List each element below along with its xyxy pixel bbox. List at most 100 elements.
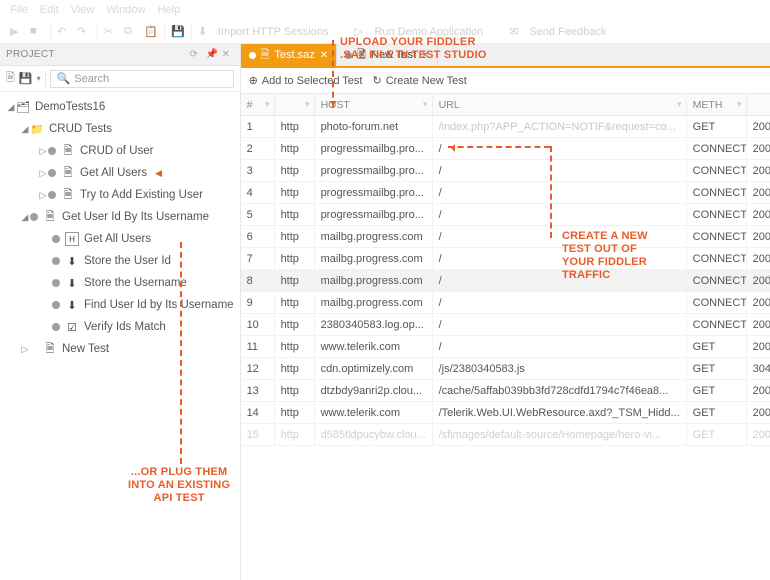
create-icon: ↻	[372, 74, 381, 87]
cell-proto: http	[275, 424, 315, 445]
table-row[interactable]: 14httpwww.telerik.com/Telerik.Web.UI.Web…	[241, 402, 770, 424]
table-row[interactable]: 7httpmailbg.progress.com/CONNECT2000 ms	[241, 248, 770, 270]
run-demo-button[interactable]: Run Demo Application	[374, 26, 483, 38]
tab-test-saz[interactable]: 🗎 Test.saz ✕	[241, 44, 338, 66]
filter-icon[interactable]: ▾	[423, 99, 428, 110]
tree-folder-getuserid[interactable]: ◢ 🗎 Get User Id By Its Username	[0, 206, 240, 228]
tab-close-icon[interactable]: ✕	[421, 50, 429, 61]
table-row[interactable]: 10http2380340583.log.op.../CONNECT2000 m…	[241, 314, 770, 336]
table-row[interactable]: 5httpprogressmailbg.pro.../CONNECT2000 m…	[241, 204, 770, 226]
store-icon: ⬇	[65, 254, 79, 268]
tab-close-icon[interactable]: ✕	[320, 50, 328, 61]
col-method[interactable]: METH▾	[687, 94, 747, 115]
pin-icon[interactable]: 📌	[206, 49, 218, 61]
dropdown-icon[interactable]: ▾	[37, 74, 41, 83]
cell-url: /index.php?APP_ACTION=NOTIF&request=co..…	[433, 116, 687, 137]
table-row[interactable]: 15httpd585tldpucybw.clou.../sfimages/def…	[241, 424, 770, 446]
copy-icon[interactable]: ⧉	[124, 25, 138, 39]
tree-step[interactable]: ⬇ Store the Username	[0, 272, 240, 294]
table-row[interactable]: 8httpmailbg.progress.com/CONNECT2000 ms	[241, 270, 770, 292]
cell-method: GET	[687, 380, 747, 401]
table-row[interactable]: 13httpdtzbdy9anri2p.clou.../cache/5affab…	[241, 380, 770, 402]
menu-window[interactable]: Window	[106, 4, 145, 16]
tab-label: Test.saz	[274, 49, 314, 61]
cell-method: CONNECT	[687, 160, 747, 181]
send-feedback-button[interactable]: Send Feedback	[529, 26, 606, 38]
grid-body[interactable]: 1httpphoto-forum.net/index.php?APP_ACTIO…	[241, 116, 770, 580]
editor-area: 🗎 Test.saz ✕ 🗎 New Test ✕ ⊕ Add to Selec…	[241, 44, 770, 580]
tab-new-test[interactable]: 🗎 New Test ✕	[337, 44, 438, 66]
cell-proto: http	[275, 314, 315, 335]
tree-item-newtest[interactable]: ▷ 🗎 New Test	[0, 338, 240, 360]
menu-file[interactable]: File	[10, 4, 28, 16]
table-row[interactable]: 4httpprogressmailbg.pro.../CONNECT2000 m…	[241, 182, 770, 204]
save-project-icon[interactable]: 💾	[19, 72, 33, 85]
table-row[interactable]: 3httpprogressmailbg.pro.../CONNECT2000 m…	[241, 160, 770, 182]
tree-step[interactable]: ☑ Verify Ids Match	[0, 316, 240, 338]
col-status[interactable]: ▾	[747, 94, 770, 115]
col-proto[interactable]: ▾	[275, 94, 315, 115]
cut-icon[interactable]: ✂	[104, 25, 118, 39]
tree-item-label: New Test	[62, 343, 109, 355]
demo-icon[interactable]: ▷	[354, 25, 368, 39]
table-row[interactable]: 9httpmailbg.progress.com/CONNECT2000 ms	[241, 292, 770, 314]
filter-icon[interactable]: ▾	[265, 99, 270, 110]
refresh-icon[interactable]: ⟳	[190, 49, 202, 61]
tree-item[interactable]: ▷ 🗎 CRUD of User	[0, 140, 240, 162]
filter-icon[interactable]: ▾	[677, 99, 682, 110]
tab-label: New Test	[371, 49, 416, 61]
cell-host: progressmailbg.pro...	[315, 182, 433, 203]
tree-item-get-all-users[interactable]: ▷ 🗎 Get All Users ◀	[0, 162, 240, 184]
col-host[interactable]: HOST▾	[315, 94, 433, 115]
menu-edit[interactable]: Edit	[40, 4, 59, 16]
tree-root[interactable]: ◢ 🗂 DemoTests16	[0, 96, 240, 118]
import-icon[interactable]: ⬇	[198, 25, 212, 39]
cell-method: GET	[687, 358, 747, 379]
cell-url: /Telerik.Web.UI.WebResource.axd?_TSM_Hid…	[433, 402, 687, 423]
feedback-icon[interactable]: ✉	[509, 25, 523, 39]
save-icon[interactable]: 💾	[171, 25, 185, 39]
tree-step[interactable]: H Get All Users	[0, 228, 240, 250]
tree-item[interactable]: ▷ 🗎 Try to Add Existing User	[0, 184, 240, 206]
table-row[interactable]: 2httpprogressmailbg.pro.../CONNECT2000 m…	[241, 138, 770, 160]
tree-step[interactable]: ⬇ Find User Id by Its Username	[0, 294, 240, 316]
cell-method: GET	[687, 424, 747, 445]
create-new-test-button[interactable]: ↻ Create New Test	[372, 74, 466, 87]
table-row[interactable]: 12httpcdn.optimizely.com/js/2380340583.j…	[241, 358, 770, 380]
cell-method: CONNECT	[687, 182, 747, 203]
cell-host: 2380340583.log.op...	[315, 314, 433, 335]
table-row[interactable]: 6httpmailbg.progress.com/CONNECT2000 ms	[241, 226, 770, 248]
cell-status: 200	[747, 314, 770, 335]
search-input[interactable]: 🔍 Search	[50, 70, 234, 88]
close-icon[interactable]: ✕	[222, 49, 234, 61]
menu-help[interactable]: Help	[157, 4, 180, 16]
cell-status: 200	[747, 270, 770, 291]
table-row[interactable]: 11httpwww.telerik.com/GET2000 ms	[241, 336, 770, 358]
menu-view[interactable]: View	[71, 4, 95, 16]
table-row[interactable]: 1httpphoto-forum.net/index.php?APP_ACTIO…	[241, 116, 770, 138]
cell-url: /js/2380340583.js	[433, 358, 687, 379]
paste-icon[interactable]: 📋	[144, 25, 158, 39]
cell-proto: http	[275, 116, 315, 137]
tree-folder-crud[interactable]: ◢ 📁 CRUD Tests	[0, 118, 240, 140]
redo-icon[interactable]: ↷	[77, 25, 91, 39]
new-project-icon[interactable]: 🗎	[6, 69, 15, 88]
cell-proto: http	[275, 336, 315, 357]
cell-num: 11	[241, 336, 275, 357]
col-num[interactable]: #▾	[241, 94, 275, 115]
filter-icon[interactable]: ▾	[305, 99, 310, 110]
stop-icon[interactable]: ■	[30, 25, 44, 39]
undo-icon[interactable]: ↶	[57, 25, 71, 39]
add-to-selected-button[interactable]: ⊕ Add to Selected Test	[249, 74, 363, 87]
col-url[interactable]: URL▾	[433, 94, 687, 115]
cell-url: /cache/5affab039bb3fd728cdfd1794c7f46ea8…	[433, 380, 687, 401]
dirty-dot-icon	[345, 52, 352, 59]
import-sessions-button[interactable]: Import HTTP Sessions	[218, 26, 328, 38]
tree-step[interactable]: ⬇ Store the User Id	[0, 250, 240, 272]
run-icon[interactable]: ▶	[10, 25, 24, 39]
cell-host: photo-forum.net	[315, 116, 433, 137]
grid-header: #▾ ▾ HOST▾ URL▾ METH▾ ▾ TIME▾	[241, 94, 770, 116]
cell-num: 2	[241, 138, 275, 159]
filter-icon[interactable]: ▾	[737, 99, 742, 110]
tree-folder-label: CRUD Tests	[49, 123, 112, 135]
